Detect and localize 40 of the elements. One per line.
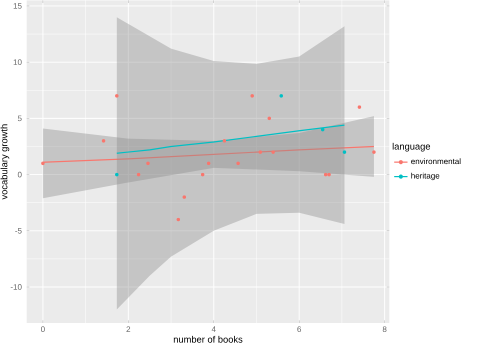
legend-label: environmental <box>411 158 460 164</box>
x-axis-title: number of books <box>174 336 242 343</box>
x-tick-label: 8 <box>382 326 386 332</box>
point <box>372 150 376 154</box>
point <box>136 172 140 176</box>
y-tick-label: 0 <box>18 172 22 178</box>
line-series <box>116 124 346 154</box>
x-tick-label: 4 <box>212 326 216 332</box>
y-tick-label: -10 <box>10 284 22 290</box>
legend-title: language <box>392 142 430 152</box>
y-tick-label: 5 <box>18 116 22 122</box>
point <box>41 162 45 166</box>
x-tick-label: 2 <box>126 326 130 332</box>
point <box>358 105 362 109</box>
y-tick-label: -5 <box>15 228 22 234</box>
point <box>258 150 262 154</box>
point <box>115 172 119 176</box>
point <box>102 139 106 143</box>
point <box>115 94 119 98</box>
y-tick-label: 15 <box>14 3 22 9</box>
point <box>271 150 275 154</box>
x-tick-label: 6 <box>297 326 302 332</box>
point <box>200 172 204 176</box>
y-axis-title: vocabulary growth <box>0 124 10 200</box>
point <box>250 94 254 98</box>
point <box>176 218 180 222</box>
point <box>342 150 346 154</box>
point <box>320 128 324 132</box>
x-tick-label: 0 <box>40 326 45 332</box>
point <box>236 162 240 166</box>
y-tick-label: 10 <box>14 59 22 66</box>
point <box>222 139 226 143</box>
point <box>206 162 210 166</box>
point <box>324 172 328 176</box>
point <box>146 162 150 166</box>
point <box>327 172 331 176</box>
point <box>280 94 283 98</box>
point <box>182 195 186 199</box>
point <box>268 116 272 120</box>
legend-label: heritage <box>411 172 440 180</box>
